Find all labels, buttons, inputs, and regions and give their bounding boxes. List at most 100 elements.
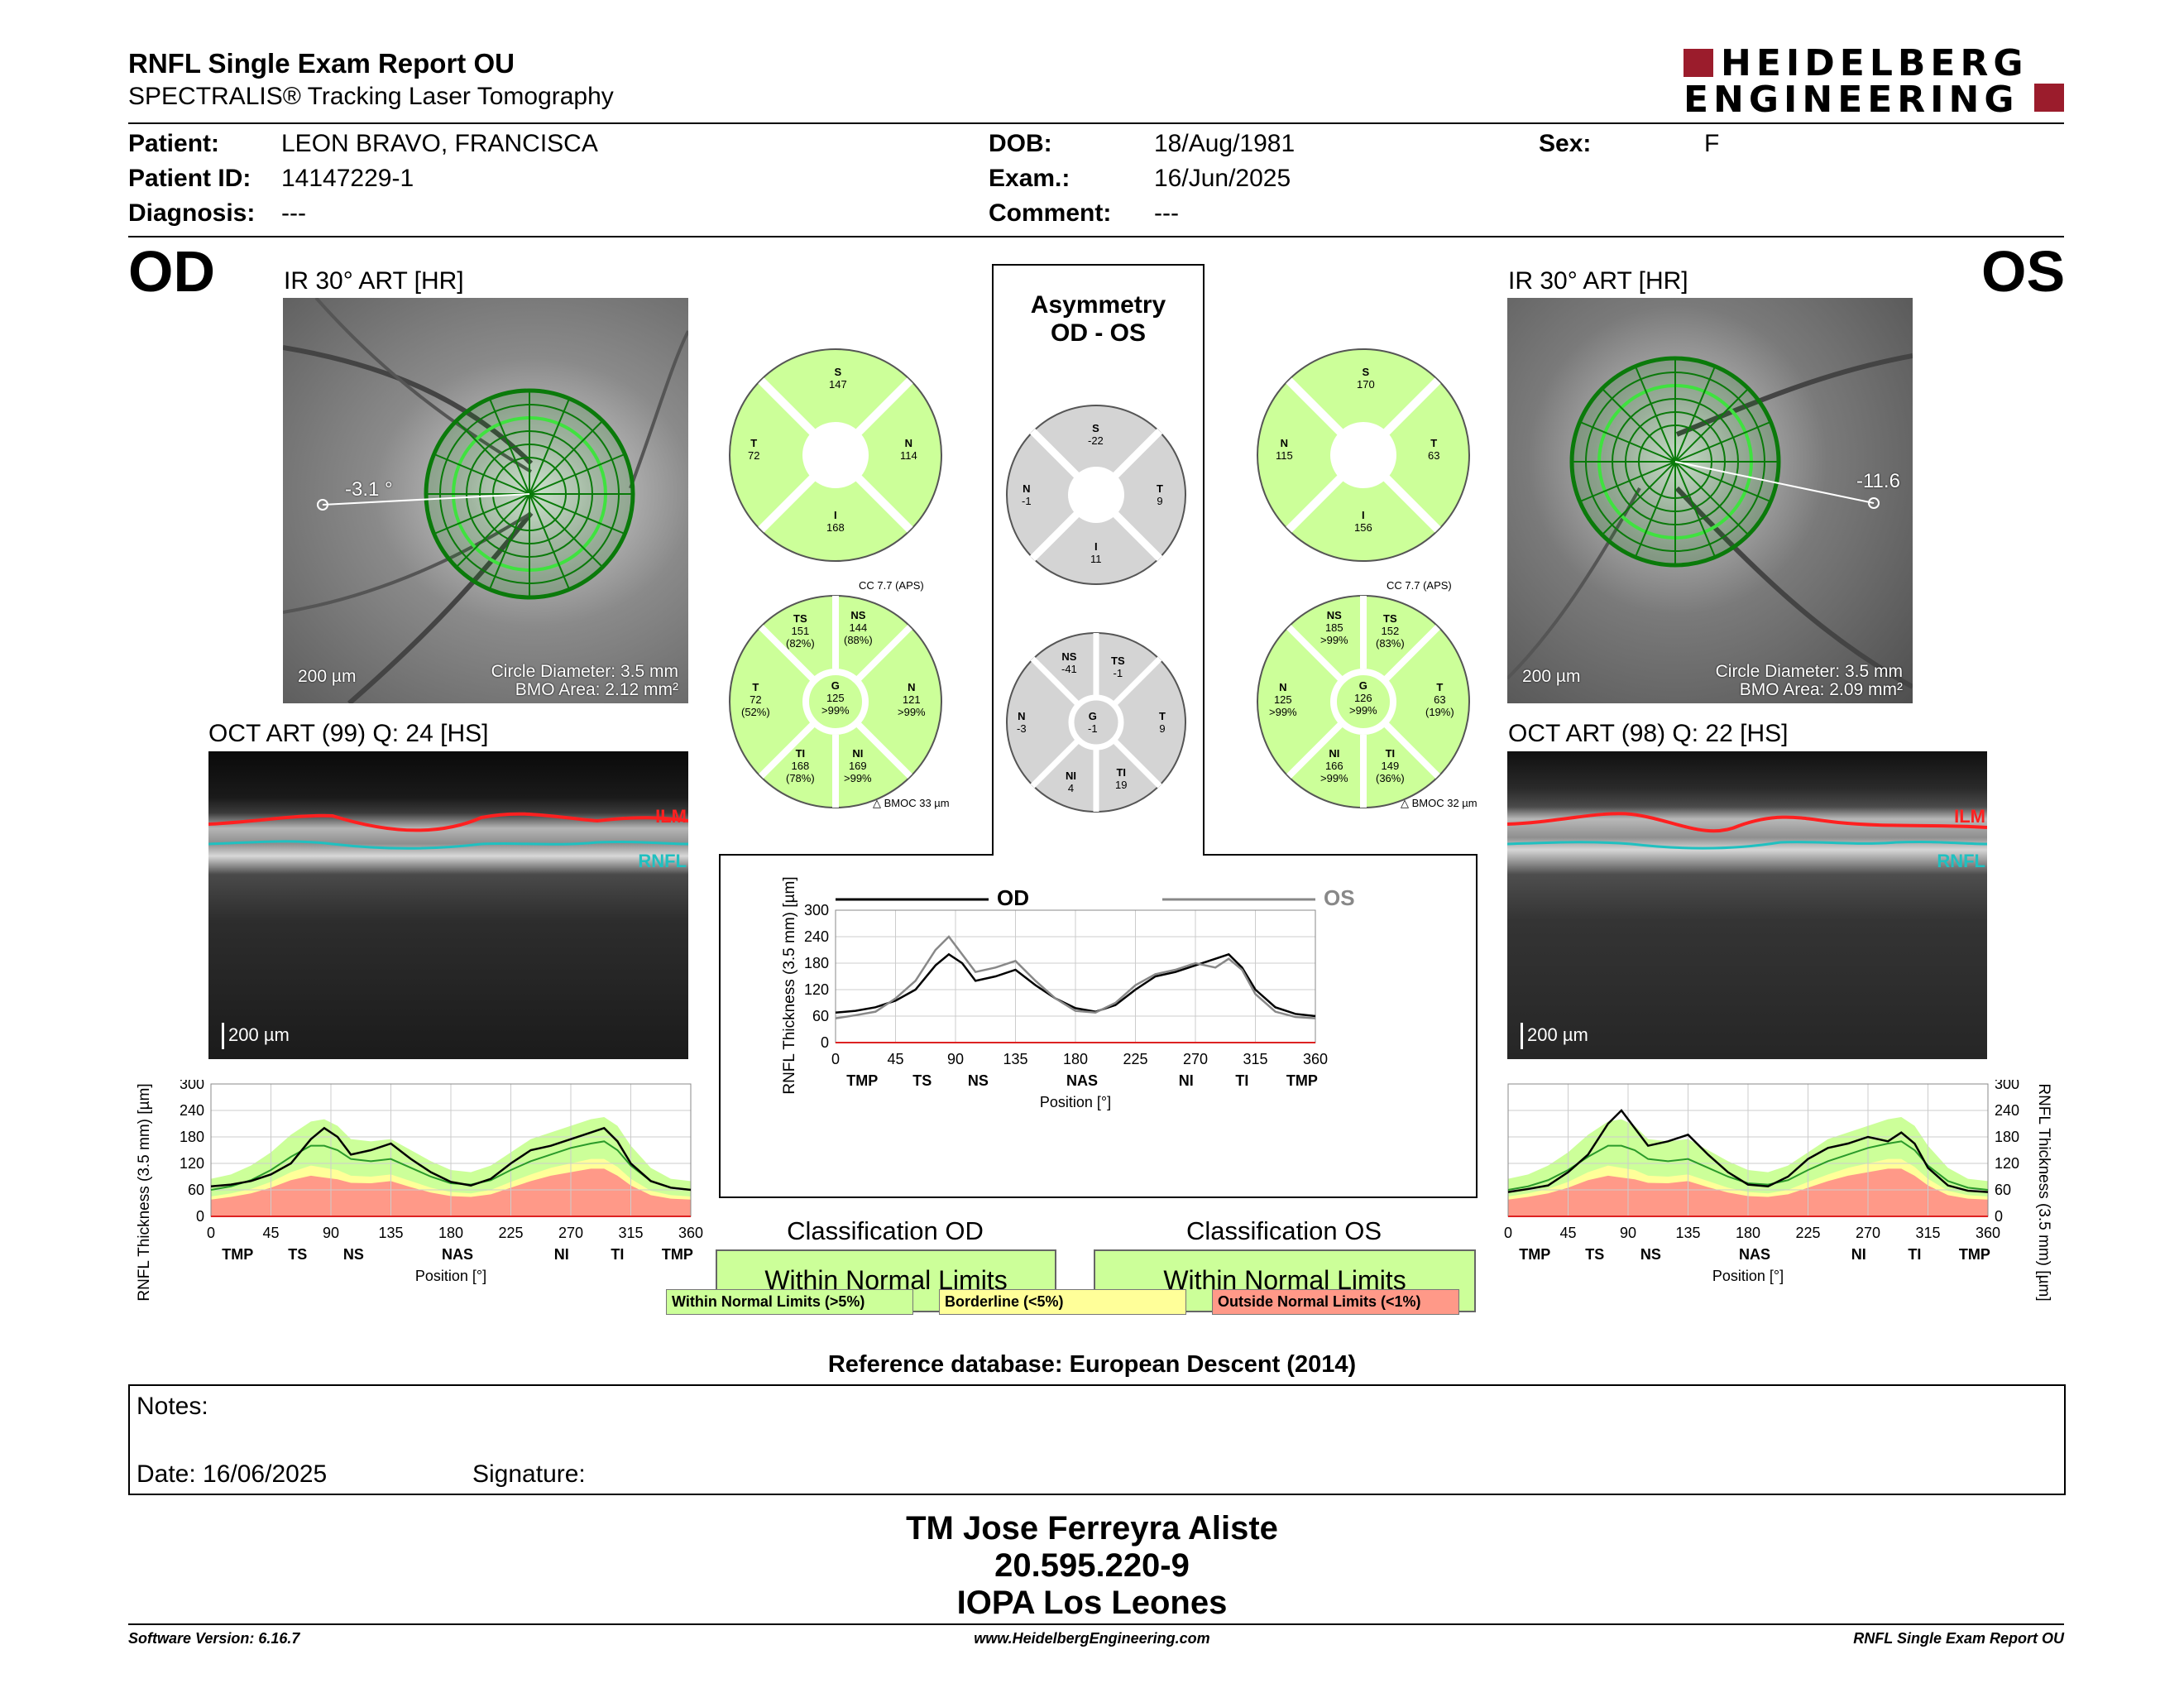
sector-label: TMP bbox=[846, 1072, 878, 1089]
sector-label: TI bbox=[1908, 1246, 1921, 1263]
x-tick-label: 360 bbox=[678, 1225, 703, 1241]
os-oct-label: OCT ART (98) Q: 22 [HS] bbox=[1508, 720, 1789, 747]
software-version: Software Version: 6.16.7 bbox=[128, 1630, 300, 1647]
x-tick-label: 0 bbox=[831, 1051, 840, 1067]
x-tick-label: 135 bbox=[378, 1225, 403, 1241]
sex-value: F bbox=[1704, 130, 1720, 157]
os-quad-s: 170 bbox=[1357, 378, 1375, 391]
sector-label: TMP bbox=[1286, 1072, 1318, 1089]
signer-name: TM Jose Ferreyra Aliste bbox=[906, 1510, 1278, 1547]
od-oct-scale: 200 µm bbox=[228, 1024, 290, 1045]
x-tick-label: 360 bbox=[1976, 1225, 2000, 1241]
os-ir-label: IR 30° ART [HR] bbox=[1508, 267, 1688, 295]
od-ir-label: IR 30° ART [HR] bbox=[284, 267, 464, 295]
os-profile-ylabel: RNFL Thickness (3.5 mm) [µm] bbox=[2035, 1083, 2052, 1302]
asym-subtitle: OD - OS bbox=[1050, 319, 1146, 347]
y-tick-label: 300 bbox=[804, 902, 829, 918]
x-tick-label: 90 bbox=[323, 1225, 339, 1241]
dob-value: 18/Aug/1981 bbox=[1154, 130, 1296, 157]
x-tick-label: 225 bbox=[1795, 1225, 1820, 1241]
od-oct-image: ILM RNFL 200 µm bbox=[208, 751, 688, 1059]
y-tick-label: 120 bbox=[804, 981, 829, 998]
os-bmoc: △ BMOC 32 µm bbox=[1401, 797, 1478, 809]
od-angle: -3.1 ° bbox=[345, 478, 393, 501]
notes-label: Notes: bbox=[136, 1393, 208, 1420]
asym-t: 9 bbox=[1157, 495, 1163, 507]
x-tick-label: 315 bbox=[618, 1225, 643, 1241]
od-cc: CC 7.7 (APS) bbox=[859, 579, 924, 592]
os-angle: -11.6 bbox=[1856, 470, 1900, 492]
report-subtitle: SPECTRALIS® Tracking Laser Tomography bbox=[128, 83, 614, 110]
od-oct-label: OCT ART (99) Q: 24 [HS] bbox=[208, 720, 489, 747]
sector-label: TMP bbox=[662, 1246, 693, 1263]
od-eye-label: OD bbox=[128, 239, 215, 304]
comment-value: --- bbox=[1154, 199, 1179, 227]
od-sector-circle: TS 151 (82%) NS 144 (88%) T 72 (52%) G 125 >99% … bbox=[728, 594, 943, 809]
y-tick-label: 180 bbox=[804, 955, 829, 971]
x-tick-label: 90 bbox=[947, 1051, 964, 1067]
asym-title: Asymmetry bbox=[1030, 291, 1166, 319]
report-title: RNFL Single Exam Report OU bbox=[128, 48, 515, 79]
series-line bbox=[835, 935, 1316, 1019]
sector-label: NI bbox=[1851, 1246, 1866, 1263]
sector-label: NS bbox=[968, 1072, 989, 1089]
sector-label: NAS bbox=[1066, 1072, 1098, 1089]
sector-label: TS bbox=[288, 1246, 307, 1263]
heidelberg-logo: HEIDELBERG ENGINEERING bbox=[1684, 42, 2064, 121]
sector-label: NI bbox=[554, 1246, 569, 1263]
sector-label: TS bbox=[912, 1072, 932, 1089]
od-ir-scale: 200 µm bbox=[298, 667, 357, 686]
exam-label: Exam.: bbox=[989, 165, 1070, 192]
x-tick-label: 45 bbox=[1559, 1225, 1576, 1241]
od-ilm-label: ILM bbox=[655, 806, 687, 827]
normal-mean-line bbox=[210, 1140, 692, 1191]
comment-label: Comment: bbox=[989, 199, 1112, 227]
x-tick-label: 0 bbox=[207, 1225, 215, 1241]
x-tick-label: 270 bbox=[1183, 1051, 1208, 1067]
normal-mean-line bbox=[1507, 1140, 1989, 1191]
os-rnfl-label: RNFL bbox=[1937, 851, 1985, 871]
x-tick-label: 135 bbox=[1003, 1051, 1027, 1067]
os-quad-i: 156 bbox=[1354, 521, 1372, 534]
legend-borderline: Borderline (<5%) bbox=[939, 1289, 1186, 1315]
patient-label: Patient: bbox=[128, 130, 220, 157]
sector-label: TI bbox=[611, 1246, 624, 1263]
y-tick-label: 240 bbox=[180, 1102, 204, 1119]
sector-label: TMP bbox=[1959, 1246, 1990, 1263]
x-tick-label: 270 bbox=[558, 1225, 583, 1241]
sector-label: NAS bbox=[1739, 1246, 1770, 1263]
od-quad-t: 72 bbox=[748, 449, 760, 462]
x-axis-label: Position [°] bbox=[1040, 1094, 1111, 1110]
os-oct-scale: 200 µm bbox=[1527, 1024, 1588, 1045]
footer-url[interactable]: www.HeidelbergEngineering.com bbox=[974, 1630, 1210, 1647]
legend-od-label: OD bbox=[997, 885, 1029, 910]
classification-od-title: Classification OD bbox=[787, 1216, 984, 1245]
footer-report-name: RNFL Single Exam Report OU bbox=[1853, 1630, 2064, 1647]
diagnosis-value: --- bbox=[281, 199, 306, 227]
series-line bbox=[1507, 1109, 1989, 1193]
y-tick-label: 0 bbox=[196, 1208, 204, 1225]
signer-id: 20.595.220-9 bbox=[994, 1547, 1190, 1584]
x-tick-label: 315 bbox=[1915, 1225, 1940, 1241]
asym-thickness-chart: 0 60 120 180 240 300 0 45 90 135 180 225 270 315 360 TM… bbox=[794, 877, 1373, 1125]
od-bmoc: △ BMOC 33 µm bbox=[873, 797, 950, 809]
legend-os-label: OS bbox=[1324, 885, 1355, 910]
x-axis-label: Position [°] bbox=[1712, 1268, 1784, 1284]
od-quadrant-circle: S 147 T 72 N 114 I 168 bbox=[728, 348, 943, 563]
x-tick-label: 180 bbox=[1736, 1225, 1760, 1241]
sector-label: NS bbox=[343, 1246, 364, 1263]
notes-signature: Signature: bbox=[472, 1460, 586, 1488]
classification-os-title: Classification OS bbox=[1185, 1216, 1382, 1245]
sex-label: Sex: bbox=[1539, 130, 1592, 157]
os-quad-n: 115 bbox=[1276, 449, 1293, 462]
y-tick-label: 240 bbox=[1995, 1102, 2019, 1119]
sector-label: TMP bbox=[222, 1246, 253, 1263]
x-tick-label: 90 bbox=[1620, 1225, 1636, 1241]
x-tick-label: 225 bbox=[1123, 1051, 1147, 1067]
asym-n: -1 bbox=[1022, 495, 1032, 507]
y-tick-label: 300 bbox=[1995, 1080, 2019, 1092]
od-rnfl-label: RNFL bbox=[638, 851, 687, 871]
sector-label: TI bbox=[1235, 1072, 1248, 1089]
